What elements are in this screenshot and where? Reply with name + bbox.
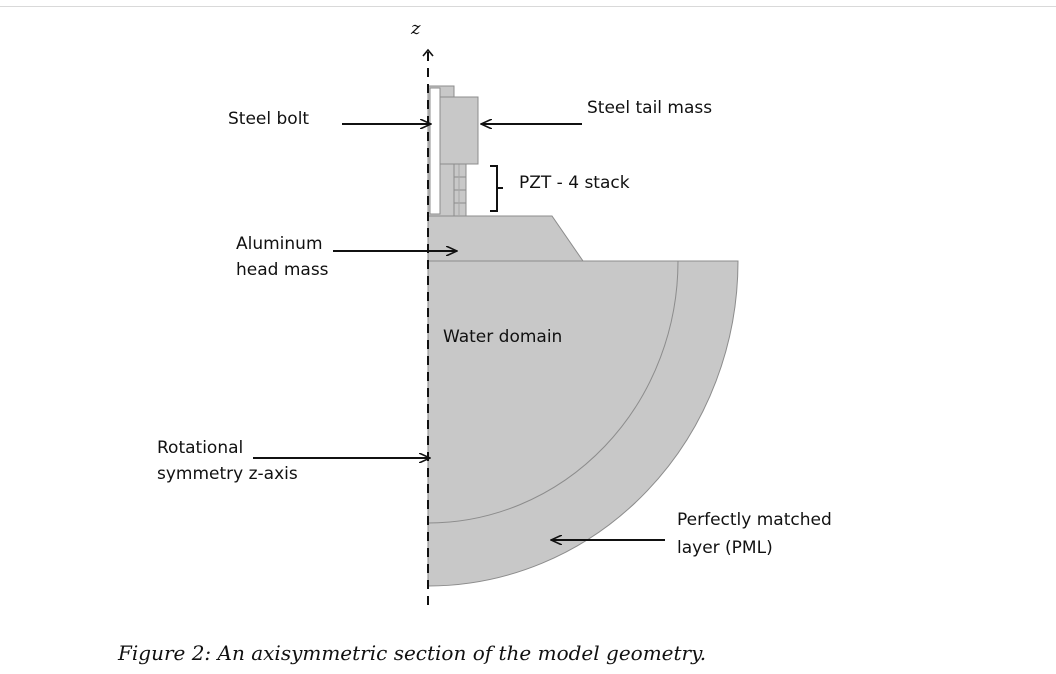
label-aluminum-line2: head mass [236,260,329,280]
label-pzt-stack: PZT - 4 stack [519,173,630,193]
axis-arrow-icon [422,48,434,57]
steel-tail-mass [439,96,479,165]
label-aluminum-line1: Aluminum [236,234,323,254]
figure-caption: Figure 2: An axisymmetric section of the… [117,641,706,665]
label-steel-tail-mass: Steel tail mass [587,98,712,118]
label-water-domain: Water domain [443,327,562,347]
pml-layer [427,260,739,587]
water-pml-boundary [427,260,679,524]
axis-label: z [410,18,421,39]
label-pml-line2: layer (PML) [677,538,773,558]
label-rotational-line2: symmetry z-axis [157,464,298,484]
pzt-brace [490,165,503,212]
aluminum-head-mass [427,215,584,262]
label-rotational-line1: Rotational [157,438,243,458]
steel-bolt-inner [429,87,441,215]
label-steel-bolt: Steel bolt [228,109,309,129]
top-border [0,6,1056,7]
label-pml-line1: Perfectly matched [677,510,832,530]
